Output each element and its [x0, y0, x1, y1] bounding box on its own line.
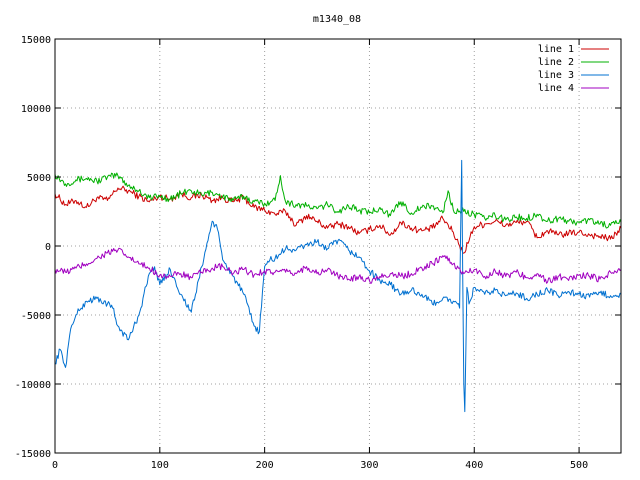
y-tick-label: 10000: [21, 104, 51, 115]
series-lines: [54, 159, 622, 413]
legend-label-4: line 4: [538, 83, 574, 94]
x-tick-label: 0: [52, 460, 58, 471]
legend-label-2: line 2: [538, 57, 574, 68]
y-tick-label: 0: [45, 242, 51, 253]
series-line-1: [54, 185, 622, 254]
x-tick-label: 100: [151, 460, 169, 471]
series-line-4: [54, 247, 622, 284]
series-line-2: [54, 172, 622, 229]
x-tick-label: 500: [570, 460, 588, 471]
chart-title: m1340_08: [313, 14, 361, 25]
y-tick-label: 15000: [21, 35, 51, 46]
series-line-3: [54, 159, 622, 413]
y-tick-label: 5000: [27, 173, 51, 184]
y-tick-label: -15000: [15, 449, 51, 460]
y-tick-label: -10000: [15, 380, 51, 391]
x-tick-label: 300: [360, 460, 378, 471]
grid: [55, 39, 621, 453]
y-tick-label: -5000: [21, 311, 51, 322]
x-tick-label: 200: [256, 460, 274, 471]
legend: line 1 line 2 line 3 line 4: [538, 44, 609, 94]
legend-label-3: line 3: [538, 70, 574, 81]
x-tick-label: 400: [465, 460, 483, 471]
axes: 0 100 200 300 400 500 -15000 -10000 -5000 0 5000 10…: [15, 35, 621, 471]
legend-label-1: line 1: [538, 44, 574, 55]
